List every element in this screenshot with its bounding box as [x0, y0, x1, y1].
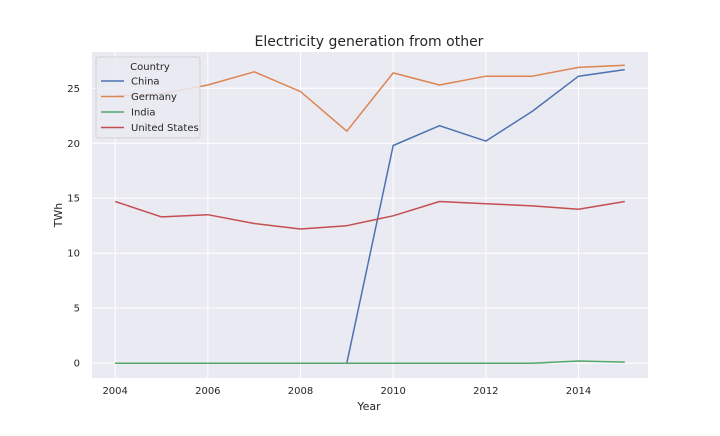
- legend-label-india: India: [131, 108, 156, 119]
- y-tick-label: 20: [67, 139, 80, 150]
- series-line-united-states: [114, 200, 625, 230]
- legend-label-united-states: United States: [131, 123, 199, 134]
- series-line-india: [115, 360, 625, 364]
- x-tick-label: 2008: [288, 386, 313, 397]
- tick-labels: 2004 2006 2008 2010 2012 2014 0 5 10 15 20 25: [67, 84, 591, 397]
- y-axis-label: TWh: [52, 203, 65, 229]
- legend-title: Country: [130, 62, 170, 73]
- x-tick-label: 2014: [566, 386, 591, 397]
- x-tick-label: 2006: [195, 386, 220, 397]
- y-tick-label: 10: [67, 249, 80, 260]
- legend-label-germany: Germany: [131, 92, 177, 103]
- chart-title: Electricity generation from other: [255, 34, 484, 50]
- legend-items: China Germany India United States: [101, 77, 199, 134]
- y-tick-label: 15: [67, 194, 80, 205]
- y-tick-label: 25: [67, 84, 80, 95]
- x-tick-label: 2004: [102, 386, 127, 397]
- y-tick-label: 5: [74, 304, 80, 315]
- x-tick-label: 2010: [380, 386, 405, 397]
- x-tick-label: 2012: [473, 386, 498, 397]
- legend: Country China Germany India United States: [95, 56, 201, 139]
- x-axis-label: Year: [356, 400, 381, 413]
- y-tick-label: 0: [74, 359, 80, 370]
- grid: [92, 52, 648, 378]
- legend-box: [95, 56, 201, 139]
- legend-label-china: China: [131, 77, 160, 88]
